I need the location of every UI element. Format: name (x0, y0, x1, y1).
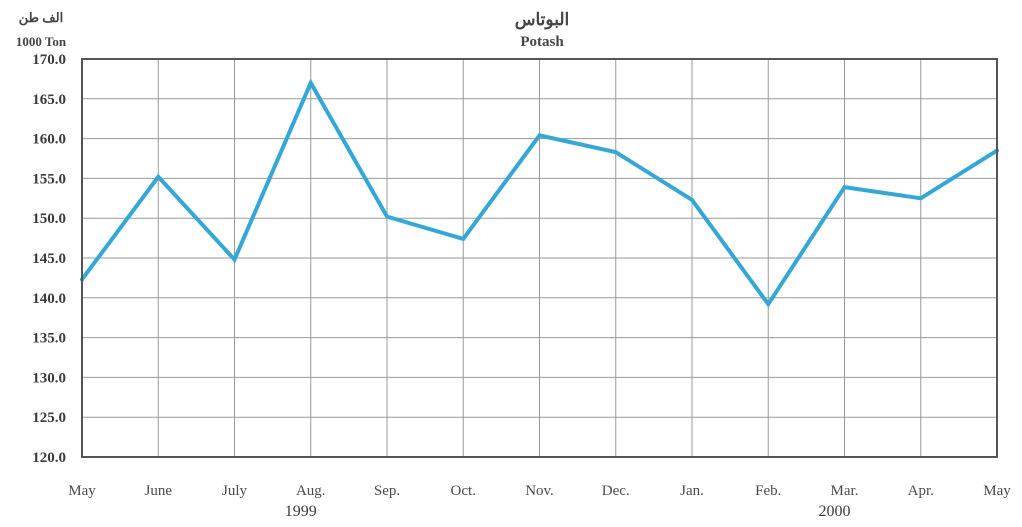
x-tick-labels: May June July Aug. Sep. Oct. Nov. Dec. Jan. Feb. M… (68, 483, 1011, 499)
year-labels: 1999 2000 (285, 503, 851, 520)
x-tick-label: Dec. (602, 483, 630, 499)
x-tick-label: Feb. (755, 483, 781, 499)
line-layer (80, 78, 999, 308)
chart-title-arabic: البوتاس (515, 10, 569, 30)
x-tick-label: July (222, 483, 248, 499)
x-tick-label: Sep. (374, 483, 400, 499)
x-tick-label: May (68, 483, 96, 499)
y-tick-label: 160.0 (32, 132, 66, 148)
y-tick-label: 165.0 (32, 92, 66, 108)
x-tick-label: Mar. (831, 483, 859, 499)
chart-title: Potash (520, 34, 564, 50)
x-tick-label: May (983, 483, 1011, 499)
year-label: 2000 (819, 503, 851, 520)
y-tick-label: 140.0 (32, 291, 66, 307)
y-tick-label: 170.0 (32, 52, 66, 68)
x-tick-label: Aug. (296, 483, 326, 499)
y-axis-label: 1000 Ton (16, 34, 67, 49)
x-tick-label: June (145, 483, 173, 499)
x-tick-label: Nov. (525, 483, 554, 499)
y-tick-label: 155.0 (32, 171, 66, 187)
grid-layer (81, 58, 998, 458)
x-tick-label: Jan. (680, 483, 704, 499)
x-tick-label: Oct. (451, 483, 476, 499)
plot-frame (81, 58, 998, 458)
y-tick-labels: 170.0 165.0 160.0 155.0 150.0 145.0 140.0 135.0… (32, 52, 66, 466)
x-tick-label: Apr. (908, 483, 934, 499)
y-tick-label: 120.0 (32, 450, 66, 466)
y-tick-label: 150.0 (32, 211, 66, 227)
y-tick-label: 130.0 (32, 370, 66, 386)
y-tick-label: 135.0 (32, 331, 66, 347)
y-unit-arabic: الف طن (19, 10, 64, 26)
y-tick-label: 145.0 (32, 251, 66, 267)
year-label: 1999 (285, 503, 317, 520)
y-tick-label: 125.0 (32, 410, 66, 426)
